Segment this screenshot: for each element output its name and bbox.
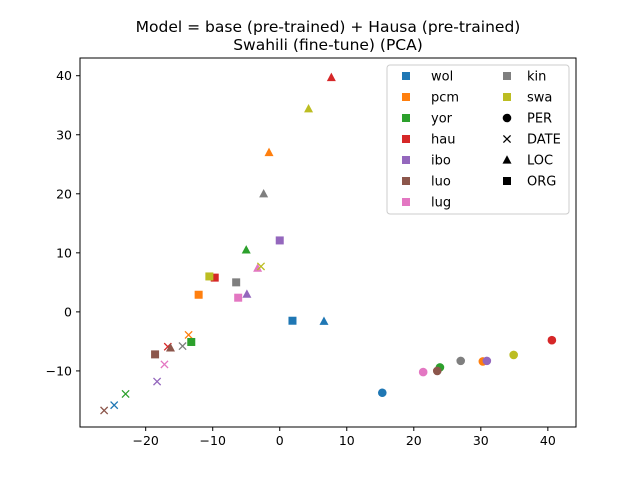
point-yor-org <box>187 337 196 346</box>
legend-entry-yor-marker <box>402 114 410 122</box>
y-tick-label: 40 <box>56 68 72 83</box>
legend-entry-org-label: ORG <box>527 175 556 190</box>
legend-entry-kin-label: kin <box>527 70 546 85</box>
legend-entry-swa-label: swa <box>527 91 552 106</box>
point-pcm-date <box>184 330 193 339</box>
x-tick-label: 10 <box>339 433 355 448</box>
legend-entry-lug-marker <box>402 198 410 206</box>
point-lug-loc <box>253 263 263 272</box>
point-hau-loc <box>326 72 336 82</box>
legend-entry-swa-marker <box>503 93 511 101</box>
axes: −20 −10 0 10 20 30 40 −10 0 10 20 30 40 <box>46 57 577 448</box>
legend-entry-luo-marker <box>402 177 410 185</box>
legend-entry-pcm-label: pcm <box>431 91 459 106</box>
point-swa-date <box>256 262 266 271</box>
point-yor-loc <box>241 245 251 254</box>
x-tick-label: −10 <box>200 433 226 448</box>
point-luo-per <box>432 366 442 376</box>
legend-entry-per-marker <box>502 113 512 123</box>
legend-entry-hau-marker <box>402 135 410 143</box>
point-pcm-loc <box>264 147 274 157</box>
point-yor-date <box>121 389 130 398</box>
point-wol-per <box>377 388 387 398</box>
x-tick-label: 0 <box>276 433 284 448</box>
point-swa-per <box>509 350 518 360</box>
point-wol-date <box>110 401 119 410</box>
point-ibo-per <box>482 356 492 366</box>
legend-entry-org-marker <box>503 177 511 185</box>
legend-entry-per-label: PER <box>527 112 552 127</box>
point-kin-date <box>178 342 187 351</box>
legend-entry-luo-label: luo <box>431 175 451 190</box>
point-swa-loc <box>304 103 314 113</box>
point-kin-per <box>456 356 466 366</box>
legend-box <box>386 64 570 215</box>
point-kin-org <box>232 278 241 287</box>
point-lug-date <box>160 360 169 369</box>
legend: wol pcm yor hau ibo luo lug kin swa PER DATE LOC ORG <box>386 64 570 215</box>
point-swa-org <box>205 272 214 281</box>
chart-title-line-2: Swahili (fine-tune) (PCA) <box>233 36 423 54</box>
y-tick-label: −10 <box>46 363 72 378</box>
point-ibo-date <box>153 377 162 386</box>
y-tick-label: 30 <box>56 127 72 142</box>
point-luo-org <box>151 350 160 359</box>
x-tick-label: 30 <box>473 433 489 448</box>
point-lug-per <box>418 367 428 377</box>
point-wol-loc <box>319 316 329 325</box>
legend-entry-wol-label: wol <box>431 70 453 85</box>
point-ibo-org <box>275 236 284 245</box>
legend-entry-date-marker <box>502 134 512 144</box>
x-tick-label: −20 <box>132 433 158 448</box>
legend-entry-hau-label: hau <box>431 133 455 148</box>
point-ibo-loc <box>242 289 252 298</box>
point-hau-per <box>547 335 557 345</box>
x-tick-label: 40 <box>540 433 556 448</box>
legend-entry-yor-label: yor <box>431 112 453 127</box>
legend-entry-date-label: DATE <box>527 133 561 148</box>
point-pcm-org <box>194 290 203 299</box>
chart-title-line-1: Model = base (pre-trained) + Hausa (pre-… <box>136 18 521 36</box>
x-tick-label: 20 <box>406 433 422 448</box>
y-tick-label: 0 <box>64 304 72 319</box>
point-luo-loc <box>165 343 175 352</box>
plot-frame <box>79 57 577 428</box>
point-hau-org <box>210 273 219 282</box>
legend-entry-ibo-marker <box>402 156 410 164</box>
legend-entry-wol-marker <box>402 72 410 80</box>
legend-entry-loc-label: LOC <box>527 154 553 169</box>
legend-entry-kin-marker <box>503 72 511 80</box>
point-lug-org <box>234 293 243 302</box>
point-luo-date <box>100 406 109 415</box>
legend-entry-pcm-marker <box>402 93 410 101</box>
point-wol-org <box>288 316 297 325</box>
legend-entry-ibo-label: ibo <box>431 154 451 169</box>
y-tick-label: 10 <box>56 245 72 260</box>
y-tick-label: 20 <box>56 186 72 201</box>
legend-entry-lug-label: lug <box>431 196 451 211</box>
point-kin-loc <box>259 188 269 198</box>
legend-entry-loc-marker <box>502 155 512 164</box>
data-points <box>100 72 557 415</box>
